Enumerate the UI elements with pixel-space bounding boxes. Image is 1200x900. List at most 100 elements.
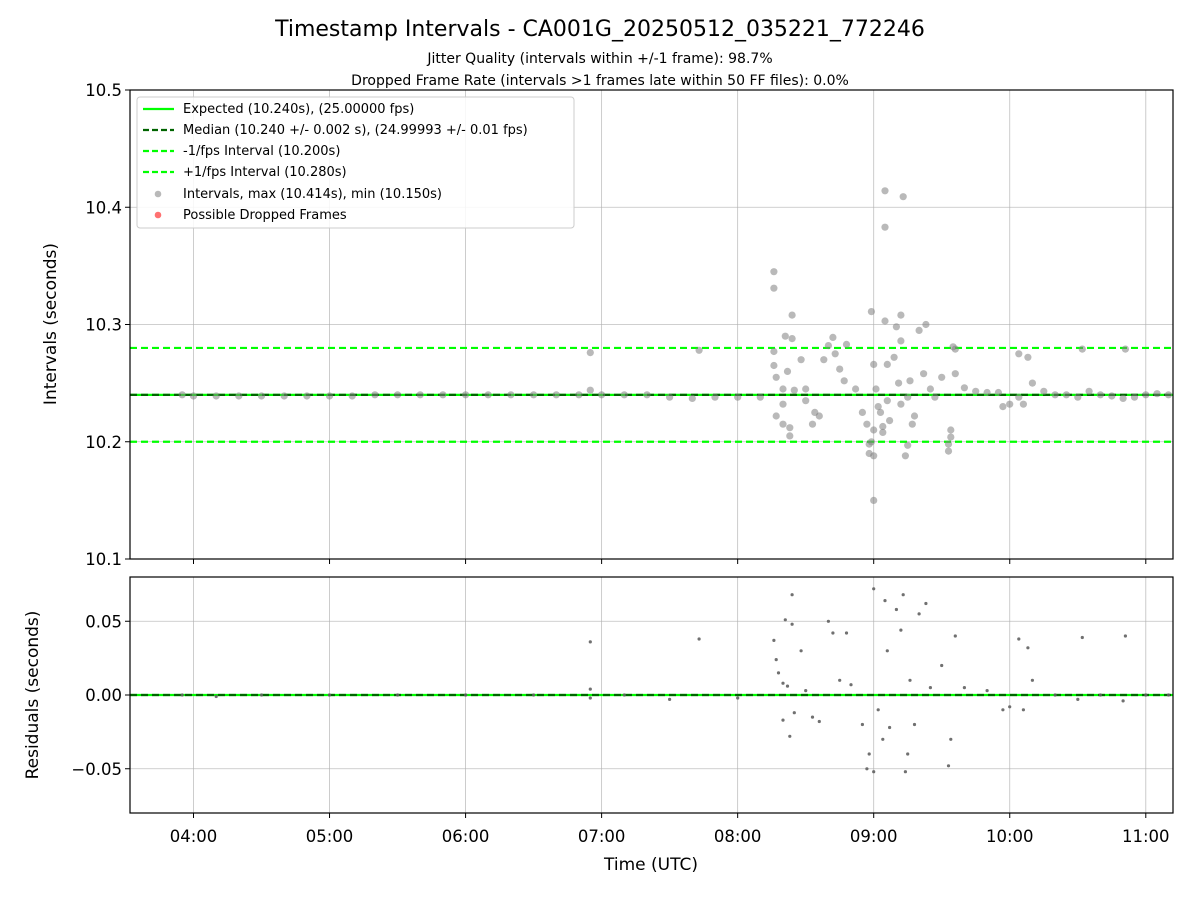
intervals-y-tick-label: 10.5 xyxy=(85,81,122,100)
residuals-data-point xyxy=(906,752,910,756)
intervals-data-point xyxy=(831,350,839,358)
residuals-data-point xyxy=(928,686,933,690)
residuals-data-point xyxy=(790,622,794,626)
intervals-data-point xyxy=(484,391,492,399)
intervals-data-point xyxy=(931,393,939,401)
intervals-data-point xyxy=(770,347,778,356)
intervals-data-point xyxy=(892,323,901,331)
intervals-data-point xyxy=(666,393,674,401)
residuals-data-point xyxy=(622,693,626,697)
intervals-data-point xyxy=(1119,394,1127,402)
residuals-data-point xyxy=(867,752,871,756)
intervals-data-point xyxy=(808,420,817,428)
intervals-data-point xyxy=(797,356,805,364)
residuals-data-point xyxy=(697,637,701,641)
residuals-data-point xyxy=(1098,693,1102,697)
intervals-data-point xyxy=(883,360,891,368)
intervals-ticks: 10.1 10.2 10.3 10.4 10.5 xyxy=(85,81,1147,569)
intervals-data-point xyxy=(883,397,891,405)
residuals-data-point xyxy=(1121,699,1125,703)
intervals-data-point xyxy=(1085,387,1093,395)
intervals-data-point xyxy=(983,388,991,397)
residuals-data-point xyxy=(1001,708,1005,712)
intervals-data-point xyxy=(842,340,851,348)
residuals-data-point xyxy=(903,770,908,774)
legend-plus-fps-label: +1/fps Interval (10.280s) xyxy=(183,165,347,180)
intervals-data-point xyxy=(770,268,778,276)
residuals-y-axis-label: Residuals (seconds) xyxy=(23,611,43,780)
residuals-data-point xyxy=(899,628,903,632)
intervals-data-point xyxy=(926,385,935,393)
intervals-data-point xyxy=(863,420,871,428)
intervals-data-point xyxy=(960,384,969,392)
residuals-data-point xyxy=(180,693,184,697)
intervals-data-point xyxy=(462,391,470,399)
residuals-y-tick-label: 0.05 xyxy=(85,612,122,631)
intervals-data-point xyxy=(530,391,538,399)
legend-intervals-swatch xyxy=(154,190,162,198)
residuals-data-point xyxy=(924,601,928,606)
residuals-data-point xyxy=(792,711,796,715)
intervals-data-point xyxy=(598,391,606,399)
residuals-x-tick-label: 08:00 xyxy=(714,827,762,846)
residuals-data-point xyxy=(865,767,869,771)
intervals-data-point xyxy=(802,385,810,393)
residuals-data-point xyxy=(885,649,889,653)
residuals-x-tick-label: 10:00 xyxy=(986,827,1034,846)
residuals-data-point xyxy=(532,693,536,697)
intervals-panel: 10.1 10.2 10.3 10.4 10.5 Intervals (seconds)… xyxy=(41,81,1174,569)
intervals-data-point xyxy=(1164,391,1173,399)
residuals-data-point xyxy=(817,719,821,724)
intervals-data-point xyxy=(280,392,288,400)
intervals-data-point xyxy=(1015,350,1023,358)
intervals-data-point xyxy=(820,356,828,364)
intervals-data-point xyxy=(1096,391,1104,399)
residuals-data-point xyxy=(1021,708,1025,712)
residuals-panel: 04:00 05:00 06:00 07:00 08:00 09:00 10:00 11:00… xyxy=(23,576,1174,875)
residuals-data-point xyxy=(872,587,876,591)
residuals-data-point xyxy=(883,599,887,603)
intervals-data-point xyxy=(920,370,928,378)
intervals-data-point xyxy=(507,391,515,399)
intervals-data-point xyxy=(257,392,266,400)
intervals-data-point xyxy=(770,284,778,292)
intervals-data-point xyxy=(786,432,794,440)
residuals-data-point xyxy=(396,693,400,697)
residuals-data-point xyxy=(946,764,951,768)
residuals-data-point xyxy=(327,693,332,697)
intervals-data-point xyxy=(371,391,379,399)
intervals-data-point xyxy=(802,397,810,405)
intervals-data-point xyxy=(711,393,719,401)
intervals-data-point xyxy=(189,392,198,400)
intervals-data-point xyxy=(1040,387,1048,395)
intervals-data-point xyxy=(840,377,848,385)
intervals-data-point xyxy=(1108,392,1116,400)
intervals-data-point xyxy=(944,447,953,455)
residuals-data-point xyxy=(940,663,944,668)
intervals-data-point xyxy=(643,391,651,399)
intervals-data-point xyxy=(416,391,424,399)
intervals-data-point xyxy=(915,326,923,334)
intervals-data-point xyxy=(886,417,894,425)
intervals-data-point xyxy=(586,386,594,394)
intervals-data-point xyxy=(325,392,334,400)
intervals-data-point xyxy=(944,440,953,448)
intervals-data-point xyxy=(772,373,780,381)
residuals-data-point xyxy=(949,737,953,741)
intervals-y-axis-label: Intervals (seconds) xyxy=(41,243,61,405)
legend-expected-label: Expected (10.240s), (25.00000 fps) xyxy=(183,102,414,117)
residuals-data-point xyxy=(214,694,218,699)
residuals-data-point xyxy=(774,658,778,662)
intervals-data-point xyxy=(815,412,823,420)
legend-intervals-label: Intervals, max (10.414s), min (10.150s) xyxy=(183,187,442,202)
residuals-data-point xyxy=(1144,693,1148,697)
intervals-data-point xyxy=(772,412,780,420)
intervals-data-point xyxy=(829,333,837,341)
residuals-data-point xyxy=(1080,635,1084,640)
residuals-data-point xyxy=(1026,646,1030,650)
intervals-data-point xyxy=(910,412,919,420)
residuals-data-point xyxy=(1053,693,1057,697)
residuals-data-point xyxy=(962,686,967,690)
residuals-points xyxy=(180,587,1171,774)
